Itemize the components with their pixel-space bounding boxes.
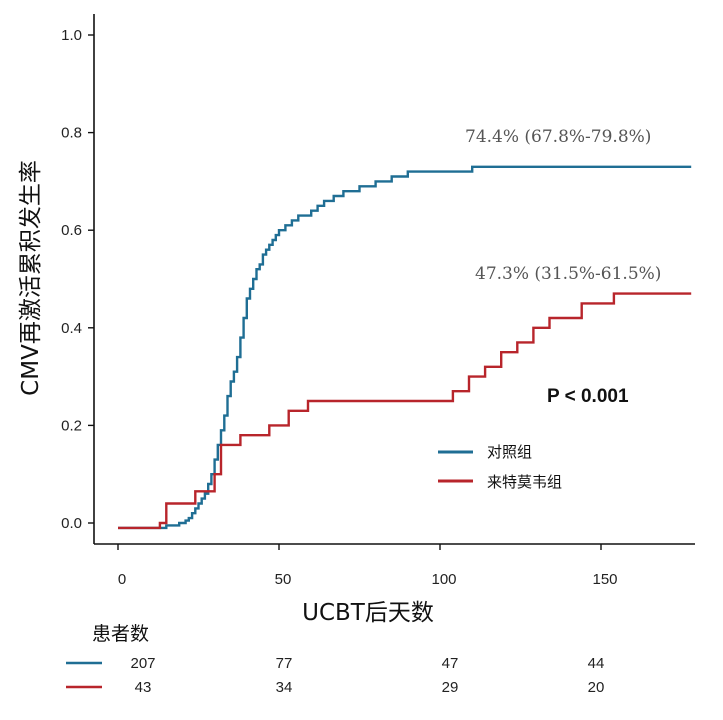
series-line-letermovir [118,292,692,530]
series-final-label-control: 74.4% (67.8%-79.8%) [465,127,651,147]
risk-count: 34 [276,679,293,696]
legend-label-control: 对照组 [487,443,532,461]
risk-count: 29 [442,679,459,696]
number-at-risk-table: 患者数 207 77 47 44 43 34 29 20 [66,623,604,696]
y-tick-label: 0.4 [61,320,82,337]
x-axis-title: UCBT后天数 [302,600,434,626]
legend-label-letermovir: 来特莫韦组 [487,473,562,491]
y-tick-label: 0.6 [61,222,82,239]
series-final-label-letermovir: 47.3% (31.5%-61.5%) [475,264,661,284]
series-line-control [118,165,692,530]
axes [93,14,695,545]
y-axis-title: CMV再激活累积发生率 [18,160,44,396]
risk-count: 207 [130,655,155,672]
risk-count: 47 [442,655,459,672]
series-lines [118,165,692,530]
y-tick-label: 0.0 [61,515,82,532]
risk-count: 43 [135,679,152,696]
y-tick-label: 0.2 [61,417,82,434]
risk-count: 77 [276,655,293,672]
x-tick-label: 100 [431,571,456,588]
x-axis-ticks: 0 50 100 150 [117,544,618,588]
p-value: P < 0.001 [547,386,629,407]
risk-count: 20 [588,679,605,696]
risk-count: 44 [588,655,605,672]
risk-table-title: 患者数 [92,623,149,645]
x-tick-label: 0 [118,571,126,588]
y-axis-ticks: 0.0 0.2 0.4 0.6 0.8 1.0 [61,27,94,532]
y-tick-label: 1.0 [61,27,82,44]
x-tick-label: 150 [592,571,617,588]
legend: 对照组 来特莫韦组 [438,443,562,491]
x-tick-label: 50 [275,571,292,588]
y-tick-label: 0.8 [61,125,82,142]
